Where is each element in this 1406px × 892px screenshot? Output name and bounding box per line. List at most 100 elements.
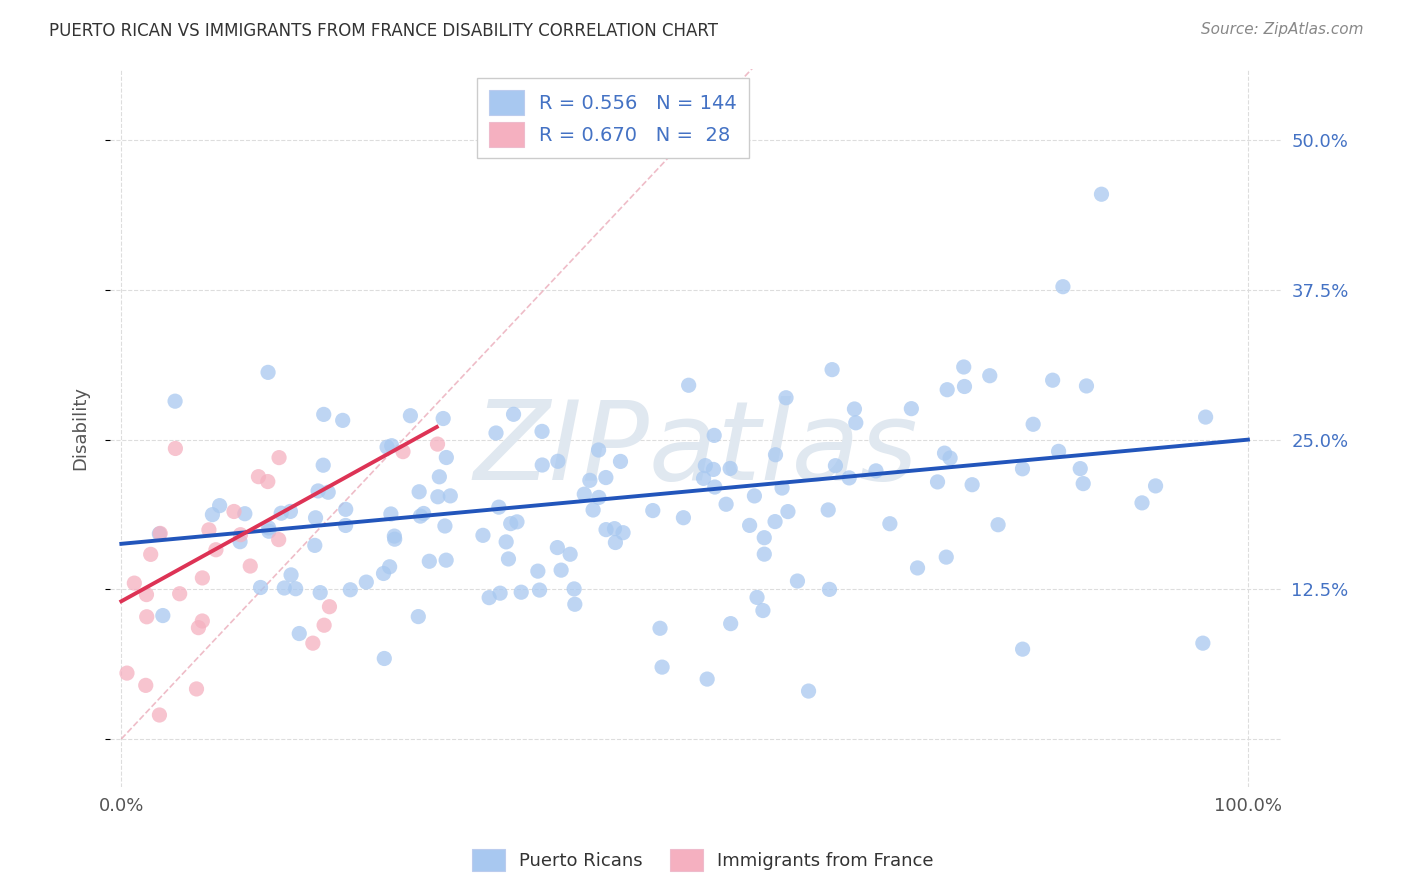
Point — [356, 575, 378, 590]
Point — [900, 401, 922, 416]
Point — [824, 458, 846, 473]
Point — [1011, 462, 1033, 476]
Y-axis label: Disability: Disability — [72, 385, 89, 470]
Point — [786, 574, 808, 588]
Point — [139, 547, 162, 561]
Point — [257, 365, 280, 379]
Point — [588, 442, 610, 457]
Point — [754, 531, 776, 545]
Point — [392, 444, 415, 458]
Point — [603, 522, 626, 536]
Point — [165, 442, 187, 456]
Point — [256, 475, 278, 489]
Point — [952, 359, 974, 374]
Point — [609, 454, 631, 468]
Point — [478, 591, 501, 605]
Point — [273, 581, 295, 595]
Point — [267, 450, 290, 465]
Point — [270, 506, 292, 520]
Point — [191, 571, 214, 585]
Point — [148, 526, 170, 541]
Point — [703, 428, 725, 442]
Point — [987, 517, 1010, 532]
Point — [284, 582, 307, 596]
Point — [375, 440, 398, 454]
Point — [953, 379, 976, 393]
Point — [936, 383, 959, 397]
Point — [380, 507, 402, 521]
Point — [399, 409, 422, 423]
Point — [312, 408, 335, 422]
Point — [257, 521, 280, 535]
Point — [288, 626, 311, 640]
Point — [1042, 373, 1064, 387]
Point — [1071, 476, 1094, 491]
Point — [531, 425, 554, 439]
Point — [239, 559, 262, 574]
Point — [817, 503, 839, 517]
Point — [488, 500, 510, 515]
Point — [335, 502, 357, 516]
Point — [124, 576, 146, 591]
Point — [574, 487, 596, 501]
Point — [229, 527, 252, 541]
Point — [506, 515, 529, 529]
Point — [433, 519, 456, 533]
Point — [135, 609, 157, 624]
Point — [191, 614, 214, 628]
Point — [378, 559, 401, 574]
Point — [373, 651, 395, 665]
Point — [381, 439, 404, 453]
Point — [765, 448, 787, 462]
Point — [564, 597, 586, 611]
Point — [714, 497, 737, 511]
Point — [280, 568, 302, 582]
Point — [384, 532, 406, 546]
Point — [1090, 187, 1112, 202]
Point — [314, 618, 336, 632]
Point — [169, 587, 191, 601]
Point — [426, 437, 449, 451]
Point — [529, 583, 551, 598]
Point — [845, 416, 868, 430]
Point — [434, 450, 457, 465]
Point — [247, 469, 270, 483]
Point — [427, 470, 450, 484]
Point — [1047, 444, 1070, 458]
Point — [1022, 417, 1045, 432]
Point — [754, 547, 776, 561]
Point — [152, 608, 174, 623]
Point — [249, 581, 271, 595]
Point — [720, 616, 742, 631]
Point — [312, 458, 335, 473]
Point — [775, 391, 797, 405]
Point — [648, 621, 671, 635]
Point — [149, 526, 172, 541]
Point — [776, 505, 799, 519]
Point — [309, 585, 332, 599]
Point — [198, 523, 221, 537]
Point — [582, 503, 605, 517]
Point — [718, 461, 741, 475]
Point — [838, 471, 860, 485]
Point — [1076, 379, 1098, 393]
Point — [135, 678, 157, 692]
Point — [186, 681, 208, 696]
Point — [304, 538, 326, 552]
Point — [696, 672, 718, 686]
Point — [148, 708, 170, 723]
Point — [434, 553, 457, 567]
Point — [935, 550, 957, 565]
Point — [702, 462, 724, 476]
Point — [1011, 642, 1033, 657]
Point — [302, 636, 325, 650]
Point — [499, 516, 522, 531]
Point — [934, 446, 956, 460]
Point — [797, 684, 820, 698]
Point — [595, 470, 617, 484]
Point — [205, 542, 228, 557]
Point — [562, 582, 585, 596]
Point — [187, 621, 209, 635]
Point — [418, 554, 440, 568]
Point — [307, 483, 329, 498]
